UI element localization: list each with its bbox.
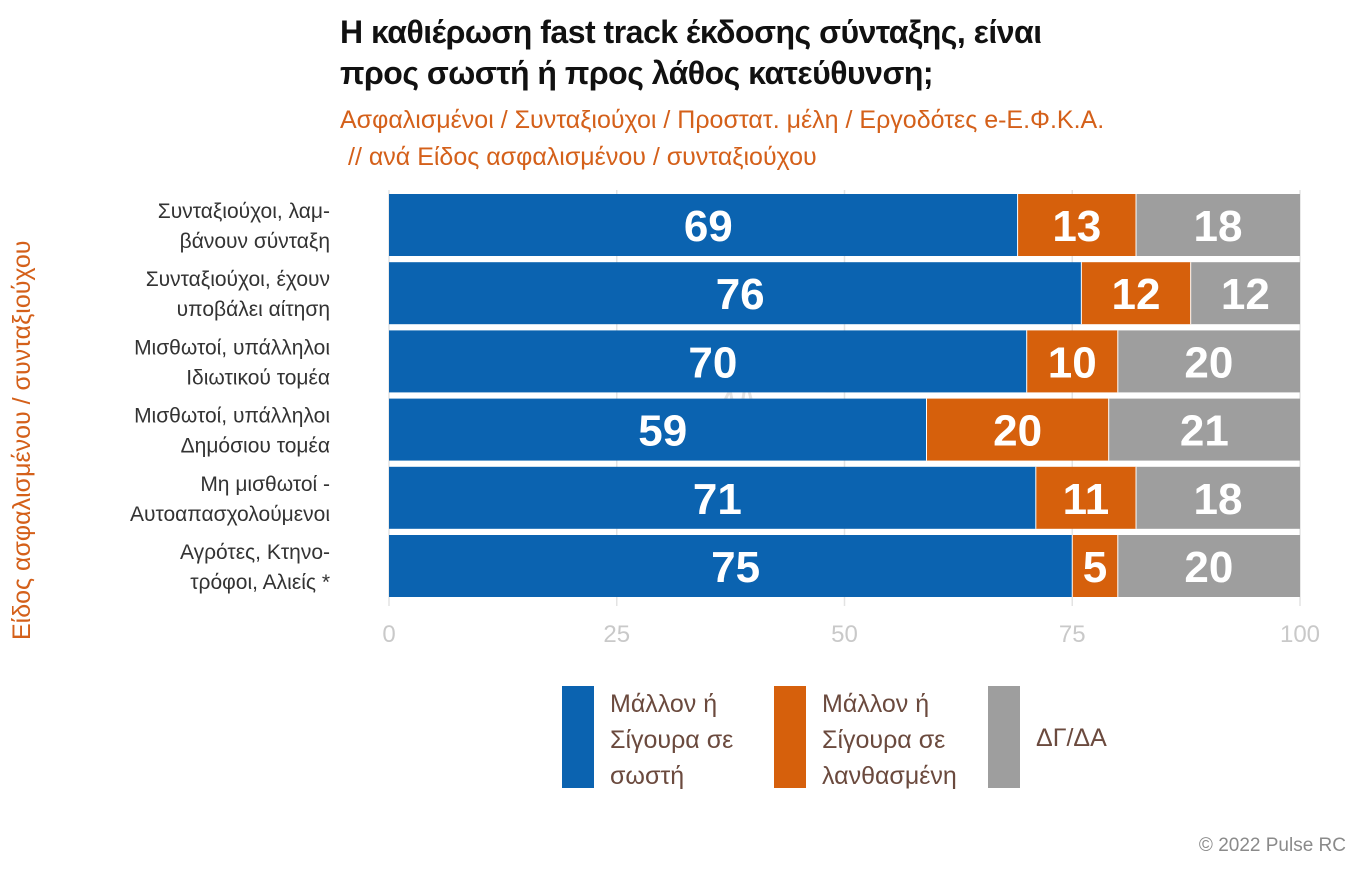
bar-value-label: 75 — [711, 543, 760, 592]
copyright-text: © 2022 Pulse RC — [1198, 835, 1346, 856]
bar-segment-wrong — [1081, 262, 1191, 325]
bar-row: 75 5 20 — [389, 535, 1300, 597]
chart-subtitle-line-1: Ασφαλισμένοι / Συνταξιούχοι / Προστατ. μ… — [340, 106, 1105, 134]
category-label: Μισθωτοί, υπάλληλοι Ιδιωτικού τομέα — [134, 336, 330, 389]
x-tick-label: 25 — [603, 621, 630, 648]
bar-value-label: 71 — [693, 475, 742, 524]
x-tick-label: 50 — [831, 621, 858, 648]
category-label: Συνταξιούχοι, έχουν υποβάλει αίτηση — [146, 268, 330, 321]
bar-segment-dk-na — [1136, 466, 1300, 529]
bar-segment-dk-na — [1136, 194, 1300, 256]
bar-segment-dk-na — [1190, 262, 1300, 325]
bar-segment-wrong — [1035, 466, 1137, 529]
bar-segment-wrong — [1017, 194, 1137, 256]
bar-value-label: 21 — [1180, 407, 1229, 456]
x-tick-label: 75 — [1059, 621, 1086, 648]
bar-value-label: 20 — [1184, 543, 1233, 592]
bar-value-label: 12 — [1221, 270, 1270, 319]
bar-row: 59 20 21 — [389, 398, 1300, 461]
x-tick-labels: 0 25 50 75 100 — [382, 621, 1320, 648]
bar-value-label: 11 — [1063, 475, 1110, 524]
category-label: Μισθωτοί, υπάλληλοι Δημόσιου τομέα — [134, 405, 330, 458]
bar-value-label: 76 — [716, 270, 765, 319]
bar-row: 71 11 18 — [389, 466, 1300, 529]
bar-segment-correct — [389, 194, 1018, 256]
bar-row: 70 10 20 — [389, 330, 1300, 393]
legend-swatch — [774, 686, 806, 788]
bar-value-label: 69 — [684, 202, 733, 251]
bar-segment-dk-na — [1108, 398, 1300, 461]
chart-title: Η καθιέρωση fast track έκδοσης σύνταξης,… — [340, 12, 1240, 94]
legend-swatch — [988, 686, 1020, 788]
bar-segment-correct — [389, 466, 1036, 529]
bar-segment-wrong — [1026, 330, 1118, 393]
legend-label: Μάλλον ή Σίγουρα σε σωστή — [610, 690, 734, 790]
bar-segment-wrong — [926, 398, 1109, 461]
legend-label: ΔΓ/ΔΑ — [1036, 724, 1107, 752]
bar-value-label: 18 — [1194, 202, 1243, 251]
bar-value-label: 5 — [1083, 543, 1107, 592]
chart-subtitle: Ασφαλισμένοι / Συνταξιούχοι / Προστατ. μ… — [340, 102, 1340, 176]
bar-value-label: 18 — [1194, 475, 1243, 524]
x-tick-label: 100 — [1280, 621, 1320, 648]
bar-segment-wrong — [1072, 535, 1118, 597]
bar-row: 69 13 18 — [389, 194, 1300, 256]
bar-row: 76 12 12 — [389, 262, 1300, 325]
chart-title-line-1: Η καθιέρωση fast track έκδοσης σύνταξης,… — [340, 14, 1042, 50]
bar-segment-correct — [389, 535, 1073, 597]
chart-title-line-2: προς σωστή ή προς λάθος κατεύθυνση; — [340, 55, 934, 91]
bar-segment-correct — [389, 330, 1027, 393]
bar-value-label: 59 — [638, 407, 687, 456]
bar-value-label: 10 — [1048, 338, 1097, 387]
bar-value-label: 12 — [1112, 270, 1161, 319]
chart-subtitle-line-2: // ανά Είδος ασφαλισμένου / συνταξιούχου — [348, 143, 817, 171]
bar-segment-correct — [389, 398, 927, 461]
legend-swatch — [562, 686, 594, 788]
bar-segment-dk-na — [1117, 535, 1300, 597]
bar-value-label: 70 — [688, 338, 737, 387]
category-labels: Συνταξιούχοι, λαμ-βάνουν σύνταξη Συνταξιο… — [130, 200, 330, 594]
bar-value-label: 13 — [1052, 202, 1101, 251]
bar-value-label: 20 — [993, 407, 1042, 456]
category-label: Αγρότες, Κτηνο-τρόφοι, Αλιείς * — [180, 541, 330, 594]
bar-value-label: 20 — [1184, 338, 1233, 387]
x-tick-label: 0 — [382, 621, 395, 648]
category-label: Μη μισθωτοί -Αυτοαπασχολούμενοι — [130, 473, 330, 526]
category-label: Συνταξιούχοι, λαμ-βάνουν σύνταξη — [158, 200, 330, 253]
bar-segment-correct — [389, 262, 1082, 325]
bar-segment-dk-na — [1117, 330, 1300, 393]
legend-label: Μάλλον ή Σίγουρα σε λανθασμένη — [822, 690, 957, 790]
